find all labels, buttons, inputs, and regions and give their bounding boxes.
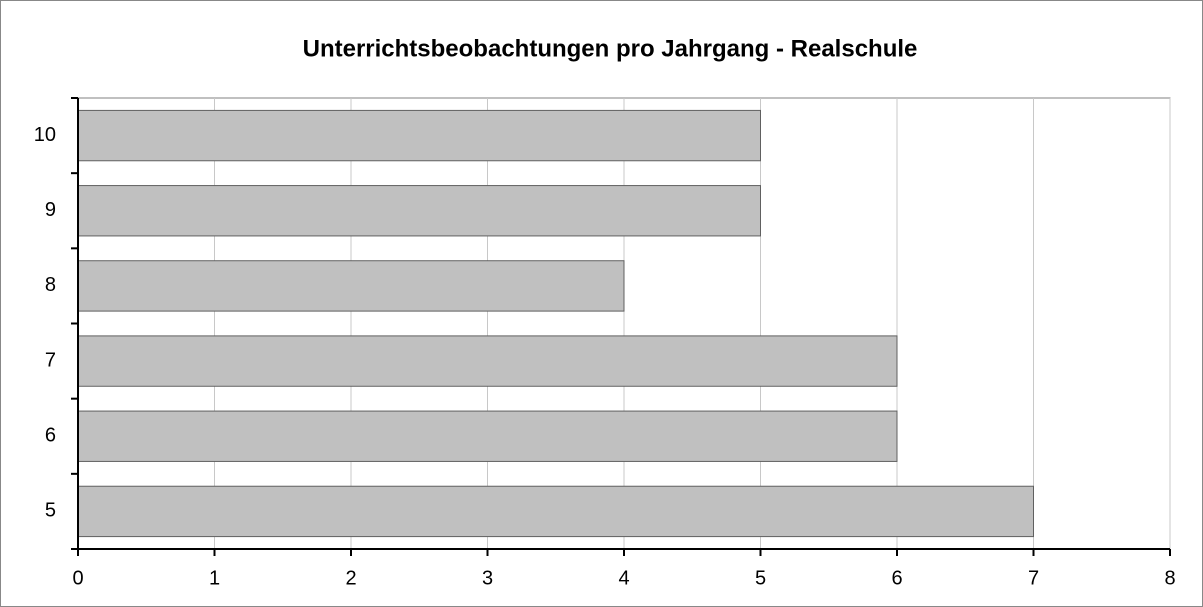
x-tick-label: 2 bbox=[345, 567, 356, 589]
y-tick-label: 8 bbox=[45, 274, 56, 296]
y-tick-label: 6 bbox=[45, 425, 56, 447]
bar bbox=[77, 260, 625, 312]
x-tick-label: 1 bbox=[209, 567, 220, 589]
x-tick-label: 8 bbox=[1164, 567, 1175, 589]
bar bbox=[77, 335, 898, 387]
bar bbox=[77, 485, 1034, 538]
x-tick-label: 7 bbox=[1028, 567, 1039, 589]
y-tick-label: 7 bbox=[45, 349, 56, 371]
bar bbox=[77, 410, 898, 462]
bar bbox=[77, 185, 761, 237]
x-tick-label: 6 bbox=[891, 567, 902, 589]
x-tick-label: 3 bbox=[482, 567, 493, 589]
x-tick-label: 0 bbox=[72, 567, 83, 589]
x-tick-label: 5 bbox=[755, 567, 766, 589]
y-tick-label: 10 bbox=[34, 124, 56, 146]
y-tick-label: 5 bbox=[45, 500, 56, 522]
chart-title: Unterrichtsbeobachtungen pro Jahrgang - … bbox=[303, 35, 918, 62]
y-tick-label: 9 bbox=[45, 199, 56, 221]
bar bbox=[77, 109, 761, 162]
x-tick-label: 4 bbox=[618, 567, 629, 589]
